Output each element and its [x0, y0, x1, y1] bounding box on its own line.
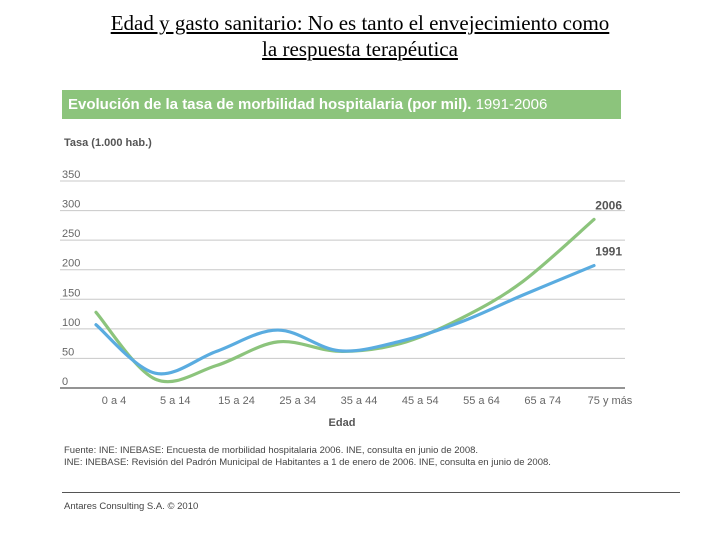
- x-tick-label: 75 y más: [588, 395, 633, 407]
- footer-divider: [62, 492, 680, 493]
- y-tick-label: 350: [62, 169, 80, 181]
- source-note: Fuente: INE: INEBASE: Encuesta de morbil…: [64, 445, 684, 469]
- series-line-2006: [94, 217, 596, 384]
- x-tick-labels: 0 a 4 5 a 14 15 a 24 25 a 34 35 a 44 45 a 54 5…: [102, 395, 633, 407]
- x-tick-label: 5 a 14: [160, 395, 191, 407]
- series-lines: [94, 217, 596, 384]
- source-line-1: Fuente: INE: INEBASE: Encuesta de morbil…: [64, 445, 479, 456]
- series-labels: 2006 1991: [595, 198, 622, 258]
- x-tick-label: 25 a 34: [279, 395, 316, 407]
- y-tick-label: 150: [62, 287, 80, 299]
- grid-lines: [60, 180, 625, 389]
- y-axis-title: Tasa (1.000 hab.): [64, 137, 152, 149]
- y-tick-label: 200: [62, 258, 80, 270]
- x-tick-label: 65 a 74: [524, 395, 561, 407]
- credit-text: Antares Consulting S.A. © 2010: [64, 501, 199, 512]
- y-tick-label: 300: [62, 199, 80, 211]
- slide-title-line-1: Edad y gasto sanitario: No es tanto el e…: [110, 11, 610, 35]
- x-tick-label: 0 a 4: [102, 395, 126, 407]
- chart-header: Evolución de la tasa de morbilidad hospi…: [62, 90, 621, 119]
- y-tick-label: 0: [62, 376, 68, 388]
- slide-title-line-2: la respuesta terapéutica: [262, 37, 458, 61]
- slide-title: Edad y gasto sanitario: No es tanto el e…: [40, 10, 680, 62]
- x-axis-title: Edad: [329, 417, 356, 429]
- x-tick-label: 15 a 24: [218, 395, 255, 407]
- chart-header-title: Evolución de la tasa de morbilidad hospi…: [68, 96, 472, 113]
- y-tick-labels: 0 50 100 150 200 250 300 350: [62, 169, 80, 388]
- series-label-1991: 1991: [595, 245, 622, 259]
- x-tick-label: 55 a 64: [463, 395, 500, 407]
- source-line-2: INE: INEBASE: Revisión del Padrón Munici…: [64, 457, 551, 468]
- series-label-2006: 2006: [595, 198, 622, 212]
- y-tick-label: 100: [62, 317, 80, 329]
- y-tick-label: 50: [62, 346, 74, 358]
- x-tick-label: 45 a 54: [402, 395, 439, 407]
- x-tick-label: 35 a 44: [341, 395, 378, 407]
- chart-header-years: 1991-2006: [475, 96, 548, 113]
- series-line-1991: [94, 263, 596, 376]
- y-tick-label: 250: [62, 228, 80, 240]
